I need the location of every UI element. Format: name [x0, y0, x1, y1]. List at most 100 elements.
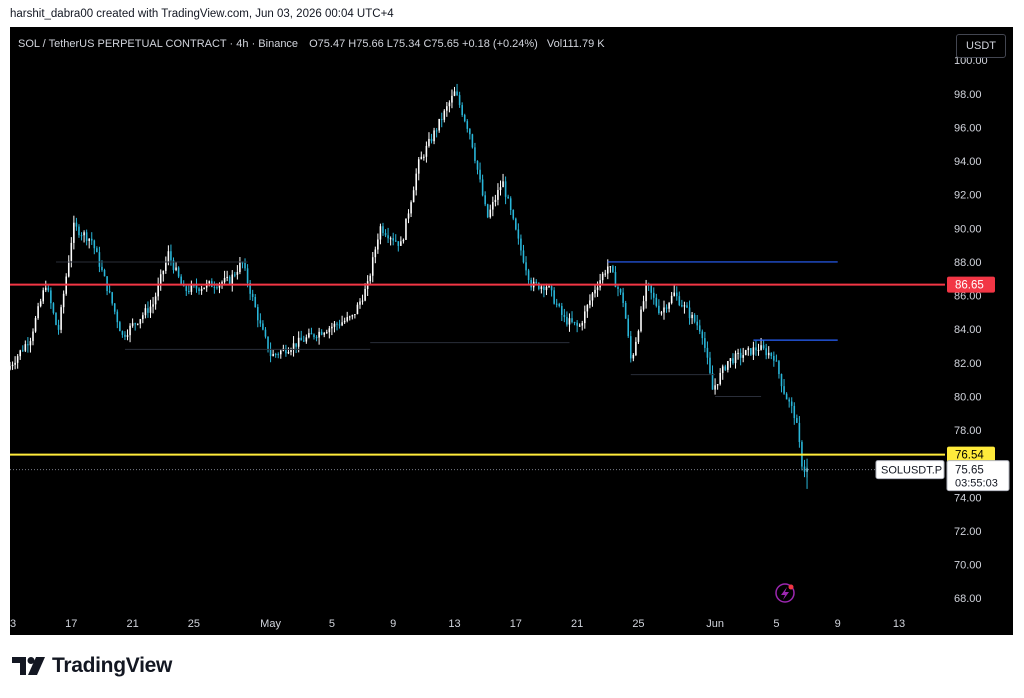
candle-body: [73, 222, 75, 243]
candle-body: [515, 218, 517, 230]
candle-body: [655, 297, 658, 306]
candle-body: [154, 296, 157, 305]
candle-body: [499, 187, 502, 191]
candle-body: [264, 329, 267, 337]
candle-body: [200, 288, 203, 292]
candle-body: [113, 303, 116, 312]
candle-body: [382, 226, 384, 234]
candle-body: [770, 352, 773, 356]
candle-body: [262, 323, 264, 330]
candle-body: [793, 405, 796, 419]
candle-body: [177, 267, 180, 277]
candle-body: [188, 291, 190, 293]
candle-body: [14, 362, 16, 365]
candle-body: [504, 181, 507, 197]
candle-body: [348, 316, 351, 318]
candle-body: [558, 304, 561, 307]
candle-body: [292, 343, 295, 350]
candle-body: [637, 331, 640, 342]
candle-body: [290, 349, 292, 353]
candle-body: [550, 286, 553, 291]
candle-body: [719, 372, 721, 385]
candle-body: [152, 304, 154, 307]
candle-body: [629, 336, 632, 359]
candle-body: [788, 399, 790, 402]
candle-body: [627, 318, 630, 337]
candle-body: [218, 284, 221, 288]
x-tick-label: 13: [448, 618, 460, 630]
candle-body: [642, 301, 645, 310]
candle-body: [737, 352, 739, 354]
candle-body: [364, 288, 366, 301]
candle-body: [325, 332, 328, 334]
candle-body: [681, 305, 683, 307]
candle-body: [295, 343, 297, 347]
legend-exchange: Binance: [258, 38, 299, 50]
candle-body: [520, 238, 522, 251]
candle-body: [512, 209, 515, 219]
price-chart[interactable]: 100.00 98.00 96.00 94.00 92.00 90.00 88.00 86.0…: [10, 27, 1013, 635]
candle-body: [458, 95, 461, 106]
candle-body: [213, 286, 216, 288]
candle-body: [267, 336, 269, 350]
candle-body: [652, 292, 655, 298]
x-tick-label: 25: [188, 618, 200, 630]
candle-body: [144, 308, 147, 316]
candle-body: [287, 352, 290, 354]
x-tick-label: 17: [65, 618, 77, 630]
candle-body: [716, 384, 719, 386]
y-tick-label: 70.00: [954, 560, 982, 572]
candle-body: [257, 307, 259, 321]
candle-body: [619, 289, 622, 293]
candle-body: [24, 344, 27, 351]
candle-body: [479, 169, 481, 180]
candle-body: [645, 283, 647, 302]
price-label: 76.54: [955, 450, 984, 462]
candle-body: [660, 312, 663, 314]
candle-body: [42, 290, 45, 302]
candle-body: [389, 238, 392, 240]
candle-body: [394, 240, 397, 242]
candle-body: [417, 159, 420, 174]
candle-body: [696, 321, 698, 326]
candle-body: [527, 270, 530, 281]
candle-body: [778, 361, 780, 375]
x-tick-label: 21: [571, 618, 583, 630]
candle-body: [21, 350, 24, 352]
candle-body: [701, 331, 704, 339]
candle-body: [251, 293, 254, 297]
candle-body: [443, 110, 446, 120]
candle-body: [489, 209, 492, 218]
legend-separator: ·: [251, 38, 259, 50]
candle-body: [231, 274, 234, 285]
candle-body: [755, 347, 757, 351]
candle-body: [407, 213, 410, 219]
candle-body: [98, 252, 101, 267]
candle-body: [216, 287, 218, 289]
candle-body: [139, 319, 142, 324]
candle-body: [474, 147, 476, 161]
candle-body: [481, 179, 484, 196]
candle-body: [673, 292, 675, 296]
chart-area[interactable]: 100.00 98.00 96.00 94.00 92.00 90.00 88.00 86.0…: [10, 27, 1013, 635]
candle-body: [606, 266, 609, 274]
candle-body: [333, 323, 336, 327]
candle-body: [739, 352, 742, 358]
currency-button[interactable]: USDT: [956, 34, 1006, 58]
candle-body: [170, 251, 172, 261]
candle-body: [384, 233, 387, 236]
current-price-label: 75.65: [955, 465, 984, 477]
candle-body: [175, 267, 177, 271]
y-tick-label: 96.00: [954, 122, 982, 134]
candle-body: [622, 292, 624, 304]
candle-body: [39, 301, 42, 307]
candle-body: [670, 295, 673, 304]
candle-body: [535, 281, 538, 284]
candle-body: [727, 361, 729, 370]
candle-body: [433, 130, 435, 142]
candle-body: [159, 274, 162, 285]
candle-body: [762, 345, 765, 349]
candle-body: [435, 130, 438, 132]
candle-body: [438, 118, 440, 131]
candle-body: [374, 249, 377, 258]
